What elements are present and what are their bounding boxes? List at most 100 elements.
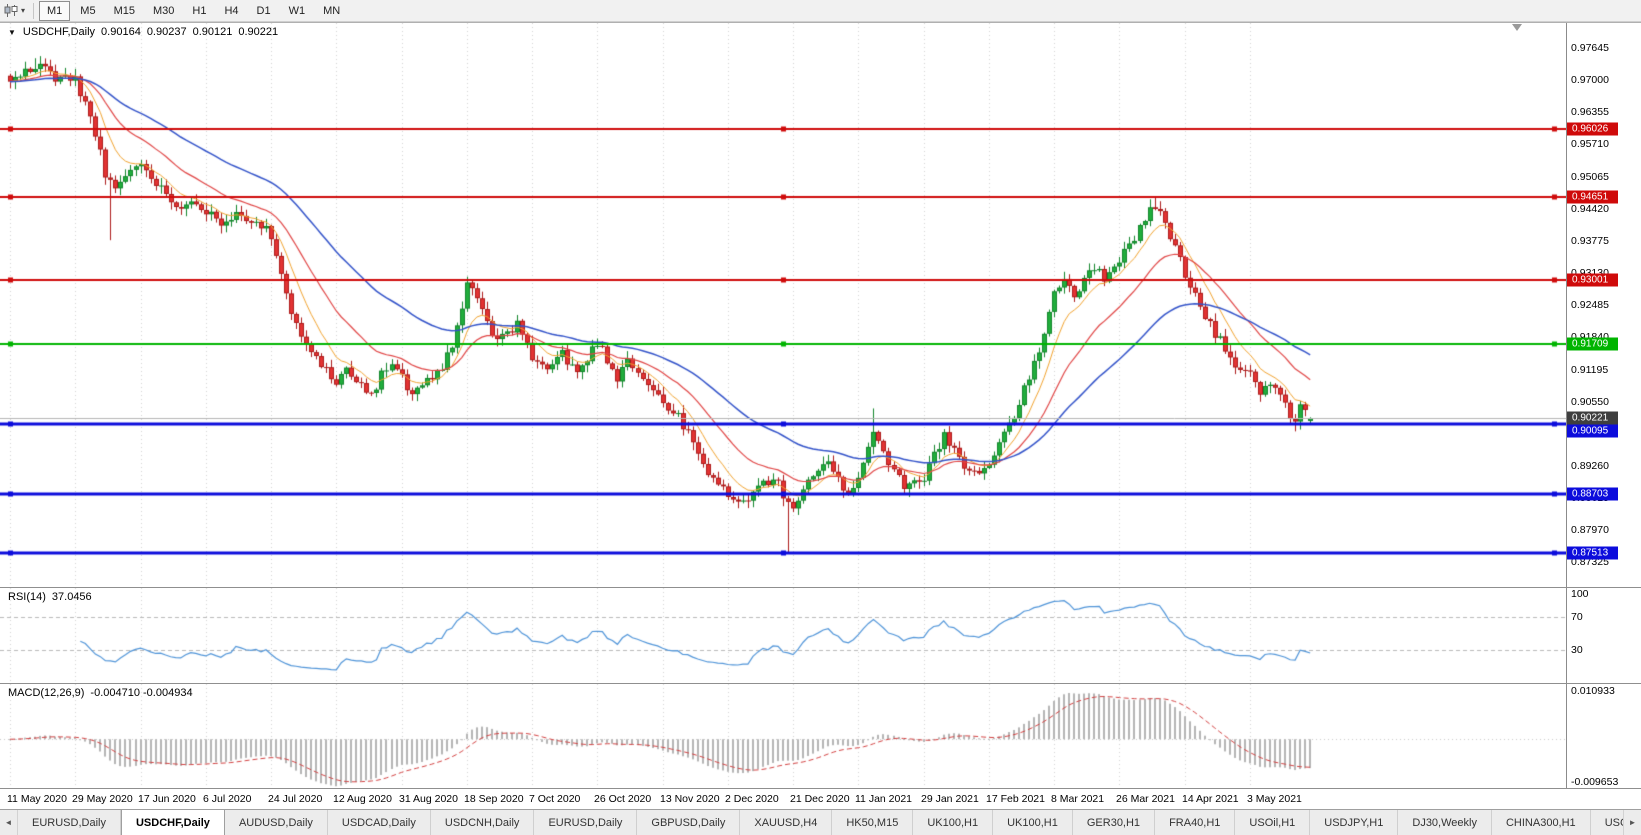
rsi-title: RSI(14) (8, 591, 46, 603)
chart-tab-fra40-h1[interactable]: FRA40,H1 (1155, 810, 1236, 835)
timeframe-button-h1[interactable]: H1 (192, 4, 207, 17)
chart-tab-eurusd-daily[interactable]: EURUSD,Daily (18, 810, 121, 835)
price-tick-label: 0.95710 (1571, 138, 1609, 151)
price-tick-label: 0.92485 (1571, 299, 1609, 312)
date-tick-label: 29 Jan 2021 (921, 793, 979, 805)
rsi-axis[interactable]: 100 70 30 (1566, 588, 1641, 683)
chart-tab-usdjpy-h1[interactable]: USDJPY,H1 (1310, 810, 1399, 835)
timeframe-button-m30[interactable]: M30 (152, 4, 175, 17)
rsi-indicator-canvas[interactable] (0, 588, 1566, 683)
quote-close: 0.90221 (238, 26, 279, 38)
timeframe-button-h4[interactable]: H4 (224, 4, 239, 17)
price-tick-label: 0.94420 (1571, 202, 1609, 215)
macd-title: MACD(12,26,9) (8, 687, 85, 699)
price-line-tag: 0.91709 (1567, 337, 1618, 351)
candlestick-chart-icon (4, 4, 18, 17)
chart-tab-usoil-h1[interactable]: USOil,H1 (1235, 810, 1311, 835)
chart-tab-usdchf-daily[interactable]: USDCHF,Daily (120, 810, 225, 835)
chart-tab-usc[interactable]: USC (1591, 810, 1623, 835)
date-tick-label: 6 Jul 2020 (203, 793, 252, 805)
tabs-scroll-right-icon[interactable]: ► (1623, 810, 1641, 835)
bid-price-tag: 0.90221 (1567, 411, 1618, 425)
symbol-period-label: USDCHF,Daily (22, 26, 96, 38)
chart-tab-bar: ◄ EURUSD,Daily USDCHF,Daily AUDUSD,Daily US… (0, 809, 1641, 835)
macd-tick-label: -0.009653 (1571, 776, 1619, 788)
toolbar-separator (33, 2, 35, 19)
macd-pane: 0.010933 -0.009653 MACD(12,26,9) -0.00471… (0, 684, 1641, 788)
timeframe-button-w1[interactable]: W1 (288, 4, 306, 17)
rsi-tick-label: 70 (1571, 610, 1583, 623)
chart-tab-usdcnh-daily[interactable]: USDCNH,Daily (431, 810, 535, 835)
date-tick-label: 12 Aug 2020 (333, 793, 392, 805)
date-tick-label: 21 Dec 2020 (790, 793, 850, 805)
time-axis-separator (0, 788, 1641, 789)
timeframe-button-d1[interactable]: D1 (256, 4, 271, 17)
date-tick-label: 24 Jul 2020 (268, 793, 323, 805)
pane-splitter-rsi[interactable] (0, 587, 1641, 588)
timeframe-toolbar: ▾ M1 M5 M15 M30 H1 H4 D1 W1 MN (0, 0, 1641, 22)
date-tick-label: 26 Oct 2020 (594, 793, 652, 805)
rsi-value: 37.0456 (51, 591, 92, 603)
price-tick-label: 0.97645 (1571, 42, 1609, 55)
date-tick-label: 11 Jan 2021 (855, 793, 913, 805)
price-chart-canvas[interactable] (0, 23, 1566, 587)
price-axis[interactable]: 0.97645 0.97000 0.96355 0.95710 0.95065 0.944… (1566, 23, 1641, 587)
chart-tab-gbpusd-daily[interactable]: GBPUSD,Daily (637, 810, 741, 835)
date-tick-label: 2 Dec 2020 (725, 793, 779, 805)
price-tick-label: 0.89260 (1571, 460, 1609, 472)
macd-header: MACD(12,26,9) -0.004710 -0.004934 (8, 687, 193, 699)
chart-tab-eurusd-daily[interactable]: EURUSD,Daily (534, 810, 638, 835)
date-tick-label: 14 Apr 2021 (1182, 793, 1239, 805)
price-tick-label: 0.87970 (1571, 524, 1609, 537)
chart-tab-audusd-daily[interactable]: AUDUSD,Daily (225, 810, 328, 835)
rsi-header: RSI(14) 37.0456 (8, 591, 92, 603)
rsi-pane: 100 70 30 RSI(14) 37.0456 (0, 588, 1641, 683)
timeframe-button-m15[interactable]: M15 (113, 4, 135, 17)
date-tick-label: 31 Aug 2020 (399, 793, 458, 805)
date-tick-label: 17 Feb 2021 (986, 793, 1045, 805)
chart-tab-uk100-h1[interactable]: UK100,H1 (913, 810, 994, 835)
rsi-tick-label: 30 (1571, 644, 1583, 657)
timeframe-button-mn[interactable]: MN (323, 4, 341, 17)
price-tick-label: 0.95065 (1571, 170, 1609, 183)
macd-value: -0.004710 -0.004934 (90, 687, 193, 699)
chart-quote-header: ▼ USDCHF,Daily 0.90164 0.90237 0.90121 0… (8, 26, 278, 38)
date-tick-label: 29 May 2020 (72, 793, 133, 805)
quote-open: 0.90164 (101, 26, 141, 38)
chart-tab-china300-h1[interactable]: CHINA300,H1 (1492, 810, 1591, 835)
quote-high: 0.90237 (146, 26, 187, 38)
chart-tab-ger30-h1[interactable]: GER30,H1 (1073, 810, 1156, 835)
price-line-tag: 0.87513 (1567, 546, 1618, 560)
price-tick-label: 0.97000 (1571, 74, 1609, 87)
price-tick-label: 0.91195 (1571, 363, 1609, 376)
pane-splitter-macd[interactable] (0, 683, 1641, 684)
chart-shift-marker[interactable] (1512, 24, 1522, 31)
chart-tab-uk100-h1[interactable]: UK100,H1 (993, 810, 1073, 835)
price-line-tag: 0.94651 (1567, 190, 1618, 204)
price-line-tag: 0.88703 (1567, 487, 1618, 501)
tabs-scroll-left-icon[interactable]: ◄ (0, 810, 18, 835)
macd-indicator-canvas[interactable] (0, 684, 1566, 788)
chart-tab-dj30-weekly[interactable]: DJ30,Weekly (1398, 810, 1492, 835)
one-click-trading-arrow[interactable]: ▼ (8, 27, 16, 37)
chart-tab-usdcad-daily[interactable]: USDCAD,Daily (328, 810, 431, 835)
macd-tick-label: 0.010933 (1571, 685, 1615, 697)
time-axis[interactable]: 11 May 2020 29 May 2020 17 Jun 2020 6 Jul 2… (0, 789, 1641, 810)
price-tick-label: 0.93775 (1571, 234, 1609, 247)
rsi-tick-label: 100 (1571, 588, 1589, 600)
timeframe-button-m5[interactable]: M5 (80, 4, 96, 17)
price-line-tag: 0.90095 (1567, 424, 1618, 438)
price-line-tag: 0.93001 (1567, 273, 1618, 287)
macd-axis[interactable]: 0.010933 -0.009653 (1566, 684, 1641, 788)
chart-tab-hk50-m15[interactable]: HK50,M15 (832, 810, 914, 835)
timeframe-button-m1[interactable]: M1 (39, 0, 71, 21)
timeframe-buttons: M1 M5 M15 M30 H1 H4 D1 W1 MN (38, 0, 349, 22)
chart-type-icon[interactable] (3, 3, 20, 18)
date-tick-label: 3 May 2021 (1247, 793, 1302, 805)
price-tick-label: 0.90550 (1571, 395, 1609, 408)
price-pane: 0.97645 0.97000 0.96355 0.95710 0.95065 0.944… (0, 23, 1641, 587)
chart-type-dropdown-caret[interactable]: ▾ (21, 6, 26, 15)
date-tick-label: 7 Oct 2020 (529, 793, 581, 805)
chart-tab-xauusd-h4[interactable]: XAUUSD,H4 (740, 810, 833, 835)
date-tick-label: 11 May 2020 (7, 793, 67, 805)
